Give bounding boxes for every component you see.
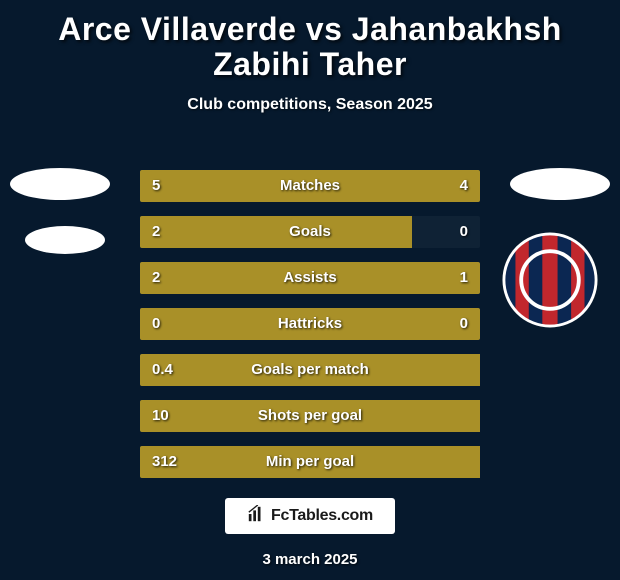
stat-row: 00Hattricks — [140, 308, 480, 340]
stat-label: Hattricks — [140, 308, 480, 340]
player-photo-right-placeholder — [510, 168, 610, 200]
page-title: Arce Villaverde vs Jahanbakhsh Zabihi Ta… — [0, 0, 620, 86]
club-logo-right — [502, 232, 598, 328]
stat-label: Matches — [140, 170, 480, 202]
stat-row: 10Shots per goal — [140, 400, 480, 432]
stat-label: Goals per match — [140, 354, 480, 386]
club-logo-left-placeholder — [25, 226, 105, 254]
site-badge[interactable]: FcTables.com — [225, 498, 395, 534]
stat-label: Goals — [140, 216, 480, 248]
chart-icon — [247, 505, 265, 528]
stat-row: 21Assists — [140, 262, 480, 294]
stat-row: 20Goals — [140, 216, 480, 248]
stat-row: 312Min per goal — [140, 446, 480, 478]
site-name: FcTables.com — [271, 507, 373, 525]
stats-table: 54Matches 20Goals 21Assists 00Hattricks 0.4G… — [140, 170, 480, 492]
stat-row: 54Matches — [140, 170, 480, 202]
stat-label: Assists — [140, 262, 480, 294]
footer-date: 3 march 2025 — [0, 551, 620, 568]
stat-label: Min per goal — [140, 446, 480, 478]
player-photo-left-placeholder — [10, 168, 110, 200]
page-subtitle: Club competitions, Season 2025 — [0, 96, 620, 114]
stat-label: Shots per goal — [140, 400, 480, 432]
stat-row: 0.4Goals per match — [140, 354, 480, 386]
